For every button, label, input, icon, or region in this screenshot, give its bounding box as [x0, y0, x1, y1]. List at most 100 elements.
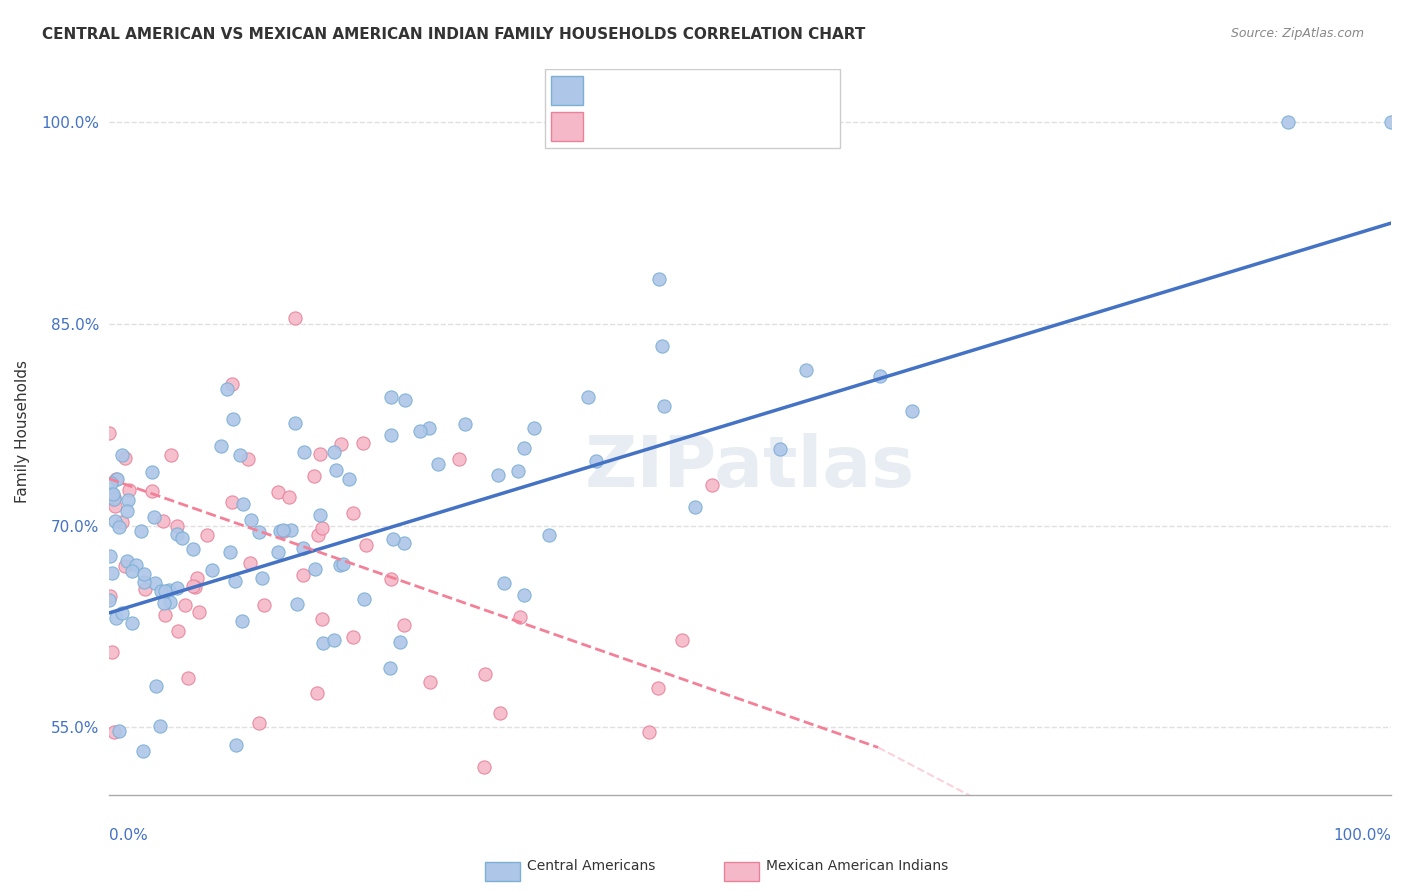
Point — [166, 527, 188, 541]
Point — [392, 617, 415, 632]
Point — [342, 630, 364, 644]
Point — [239, 556, 262, 570]
Point — [132, 566, 155, 581]
Text: ZIPatlas: ZIPatlas — [585, 434, 915, 502]
Point — [419, 674, 441, 689]
Point — [354, 538, 377, 552]
Point — [329, 558, 352, 572]
Point — [111, 515, 134, 529]
Point — [153, 596, 176, 610]
Point — [129, 524, 152, 538]
Point — [108, 723, 131, 738]
Point — [104, 500, 127, 514]
Point — [392, 535, 415, 549]
Point — [267, 485, 290, 500]
Point — [342, 506, 364, 520]
Point — [329, 437, 352, 451]
Point — [247, 715, 270, 730]
Point — [141, 465, 163, 479]
Point — [280, 523, 302, 537]
Point — [103, 491, 125, 506]
Text: R = -0.378   N = 60: R = -0.378 N = 60 — [592, 116, 742, 131]
Point — [269, 524, 291, 538]
Point — [271, 523, 294, 537]
Point — [201, 563, 224, 577]
FancyBboxPatch shape — [544, 69, 839, 148]
Point — [222, 412, 245, 426]
Point — [236, 451, 259, 466]
Point — [184, 580, 207, 594]
Point — [110, 448, 132, 462]
Point — [794, 363, 817, 377]
Point — [145, 680, 167, 694]
Point — [381, 532, 404, 546]
Point — [292, 444, 315, 458]
Point — [311, 612, 333, 626]
Point — [513, 589, 536, 603]
Point — [167, 624, 190, 638]
Point — [121, 565, 143, 579]
Point — [305, 685, 328, 699]
Point — [153, 607, 176, 622]
Point — [100, 486, 122, 500]
Point — [103, 725, 125, 739]
Text: Mexican American Indians: Mexican American Indians — [766, 859, 949, 872]
Point — [221, 376, 243, 391]
Point — [869, 368, 891, 383]
Point — [277, 490, 299, 504]
Point — [181, 542, 204, 557]
Point — [273, 524, 295, 538]
Point — [585, 454, 607, 468]
Text: 100.0%: 100.0% — [1333, 828, 1391, 843]
Point — [150, 584, 173, 599]
Text: Source: ZipAtlas.com: Source: ZipAtlas.com — [1230, 27, 1364, 40]
Point — [141, 484, 163, 499]
Point — [97, 425, 120, 440]
Point — [159, 595, 181, 609]
Point — [195, 527, 218, 541]
Point — [124, 558, 146, 573]
Point — [509, 609, 531, 624]
Point — [409, 424, 432, 438]
Point — [187, 605, 209, 619]
Point — [105, 472, 128, 486]
Point — [105, 611, 128, 625]
Point — [101, 487, 124, 501]
Point — [117, 493, 139, 508]
Point — [232, 497, 254, 511]
Point — [217, 382, 239, 396]
Point — [117, 504, 139, 518]
Point — [284, 416, 307, 430]
Point — [651, 339, 673, 353]
Point — [177, 671, 200, 685]
Point — [1277, 115, 1299, 129]
Point — [489, 706, 512, 720]
Point — [454, 417, 477, 432]
Point — [174, 599, 197, 613]
Point — [118, 483, 141, 497]
Point — [322, 633, 344, 648]
Point — [103, 491, 125, 505]
Point — [186, 572, 208, 586]
Point — [769, 442, 792, 456]
Point — [512, 442, 534, 456]
Point — [100, 566, 122, 581]
Point — [309, 447, 332, 461]
Point — [702, 478, 724, 492]
Point — [647, 681, 669, 695]
Point — [447, 452, 470, 467]
Point — [308, 508, 330, 522]
Point — [311, 636, 333, 650]
Point — [648, 272, 671, 286]
Point — [181, 579, 204, 593]
Point — [472, 760, 495, 774]
Point — [100, 476, 122, 491]
Point — [492, 575, 515, 590]
Point — [114, 559, 136, 574]
Point — [166, 519, 188, 533]
Point — [302, 468, 325, 483]
Point — [100, 645, 122, 659]
Point — [474, 667, 496, 681]
Point — [292, 541, 315, 555]
Point — [506, 464, 529, 478]
